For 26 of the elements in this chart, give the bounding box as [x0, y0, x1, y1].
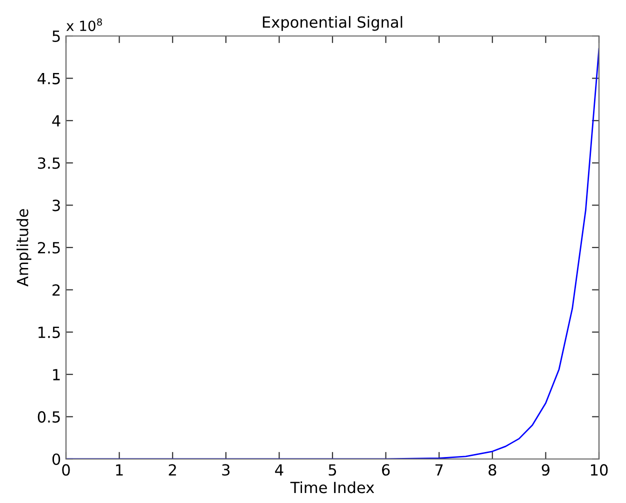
y-tick-label: 4 — [52, 115, 60, 126]
x-tick-label: 8 — [488, 464, 496, 476]
x-tick-label: 5 — [328, 464, 336, 476]
x-tick-label: 7 — [435, 464, 443, 476]
x-tick-label: 4 — [275, 464, 284, 476]
y-axis-title: Amplitude — [16, 209, 32, 287]
text: x 10$^{8}$ — [66, 18, 102, 32]
x-tick-label: 3 — [222, 464, 230, 476]
y-tick-label: 0.5 — [38, 411, 60, 423]
y-tick-label: 5 — [52, 30, 60, 42]
x-tick-label: 2 — [168, 464, 176, 476]
y-tick-label: 3.5 — [38, 157, 60, 169]
x-tick-label: 6 — [382, 464, 390, 476]
x-axis-title: Time Index — [290, 481, 374, 494]
y-tick-label: 3 — [52, 200, 60, 212]
x-tick-label: 0 — [62, 464, 70, 476]
chart-title: Exponential Signal — [262, 16, 402, 31]
x-tick-label: 1 — [116, 464, 123, 476]
x-tick-label: 9 — [542, 464, 550, 476]
y-tick-label: 2 — [52, 284, 60, 296]
y-tick-label: 1 — [53, 369, 60, 380]
y-tick-label: 2.5 — [38, 242, 60, 254]
y-tick-label: 1.5 — [38, 326, 60, 338]
x-tick-label: 10 — [590, 464, 608, 476]
y-tick-label: 4.5 — [38, 72, 60, 84]
y-tick-label: 0 — [52, 453, 60, 466]
